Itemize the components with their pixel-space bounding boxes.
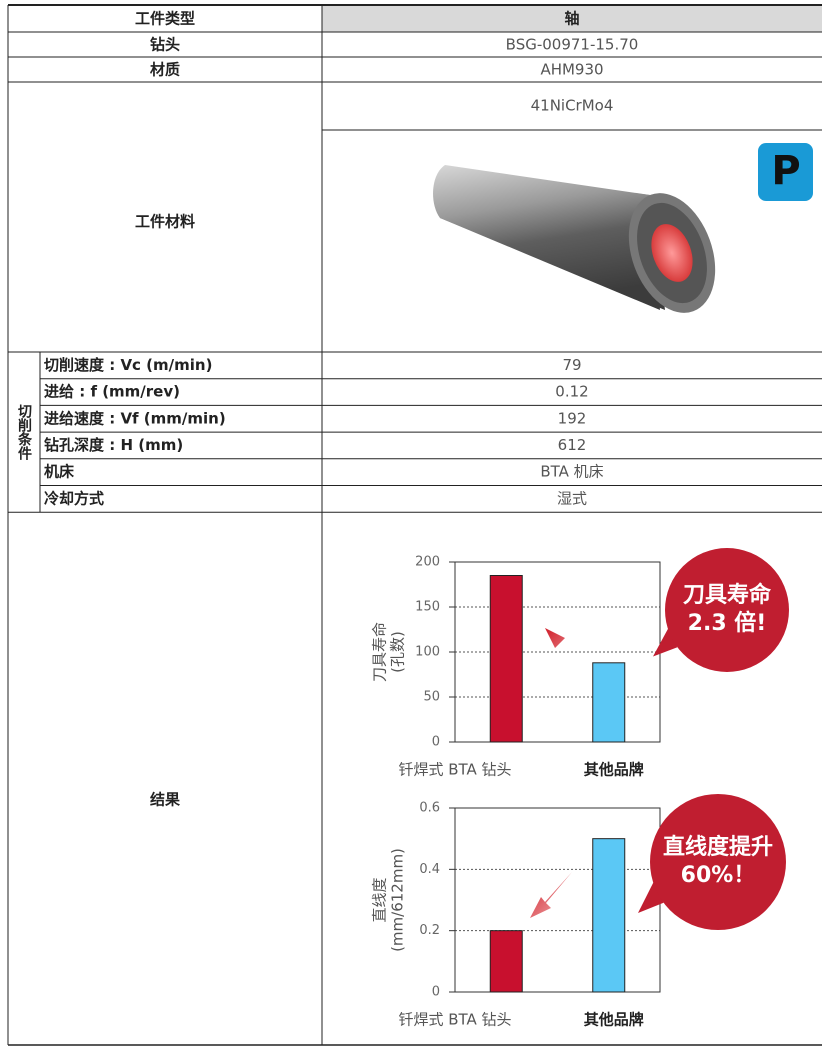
row-value: 0.12: [555, 383, 588, 401]
trend-arrows: [530, 628, 585, 918]
row-value: 192: [558, 409, 587, 427]
bar: [489, 930, 523, 993]
row-value: 612: [558, 436, 587, 454]
y-tick-label: 0.2: [419, 923, 440, 938]
y-tick-label: 0: [432, 735, 440, 750]
y-tick-label: 200: [415, 555, 440, 570]
row-label: 材质: [150, 61, 180, 79]
row-label: 钻头: [150, 36, 180, 54]
badge-text: 刀具寿命: [683, 582, 772, 608]
y-tick-label: 50: [423, 690, 440, 705]
conditions-label: 切削条件: [16, 404, 33, 461]
plot-frame: [454, 561, 661, 743]
badge-text: 60%！: [681, 863, 756, 888]
row-label: 进给速度 : Vf (mm/min): [44, 409, 226, 427]
y-tick-label: 0.6: [419, 801, 440, 816]
header-cell: 轴: [564, 10, 579, 28]
x-tick-label: 其他品牌: [584, 761, 644, 779]
x-tick-label: 钎焊式 BTA 钻头: [398, 1011, 511, 1029]
row-label: 冷却方式: [44, 489, 104, 507]
header-cell: 工件类型: [135, 10, 195, 28]
row-label: 钻孔深度 : H (mm): [44, 436, 183, 454]
row-value: 79: [562, 356, 581, 374]
row-label: 进给 : f (mm/rev): [44, 383, 180, 401]
y-axis-label: 直线度: [371, 877, 389, 922]
row-value: AHM930: [540, 61, 603, 79]
y-axis-label: 刀具寿命: [371, 622, 389, 682]
header-bg: [322, 5, 822, 32]
bar: [489, 575, 523, 743]
row-label: 工件材料: [135, 213, 195, 231]
row-label: 切削速度 : Vc (m/min): [44, 356, 212, 374]
y-tick-label: 0.4: [419, 862, 440, 877]
badge: [665, 548, 789, 672]
x-tick-label: 其他品牌: [584, 1011, 644, 1029]
y-tick-label: 0: [432, 985, 440, 1000]
plot-frame: [454, 807, 661, 993]
row-value: 41NiCrMo4: [531, 97, 614, 115]
row-value: BSG-00971-15.70: [506, 36, 639, 54]
row-value: BTA 机床: [540, 463, 603, 481]
y-axis-label: (孔数): [389, 631, 407, 673]
x-tick-label: 钎焊式 BTA 钻头: [398, 761, 511, 779]
material-badge: P: [771, 148, 800, 194]
row-label: 机床: [44, 463, 75, 481]
badge-text: 直线度提升: [663, 834, 773, 860]
badge: [650, 794, 786, 930]
y-tick-label: 150: [415, 600, 440, 615]
cylinder-image: [433, 143, 813, 313]
bar: [592, 662, 626, 743]
bar: [592, 838, 626, 993]
y-tick-label: 100: [415, 645, 440, 660]
badge-text: 2.3 倍!: [688, 610, 767, 636]
row-value: 湿式: [557, 489, 587, 507]
row-label: 结果: [150, 791, 181, 809]
y-axis-label: (mm/612mm): [389, 848, 407, 952]
